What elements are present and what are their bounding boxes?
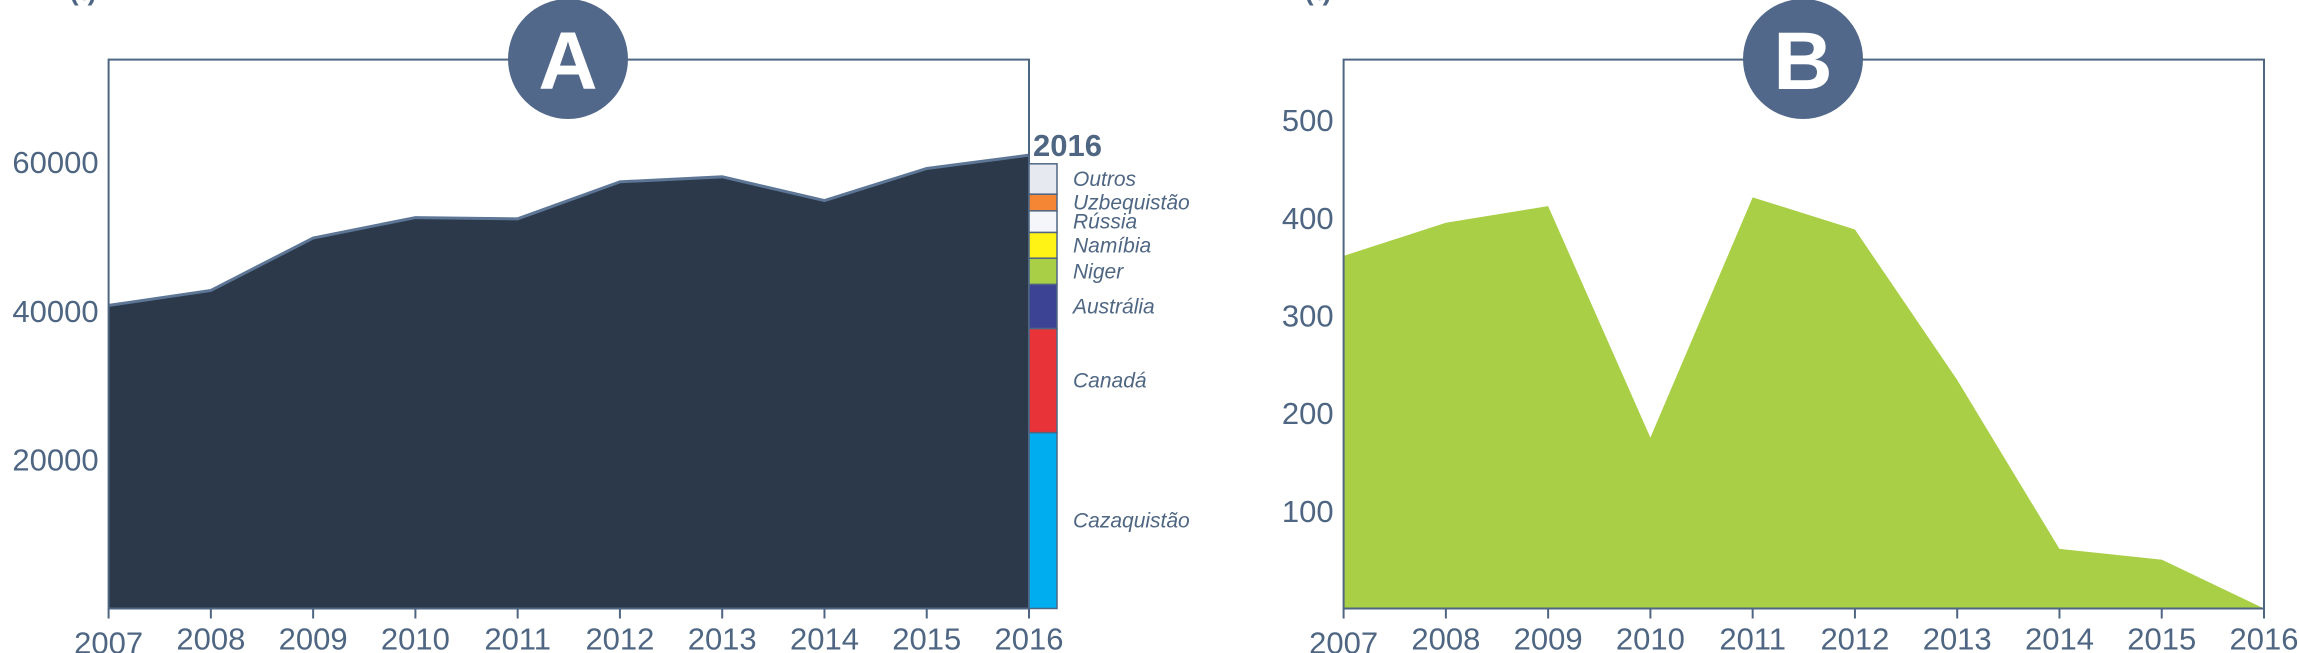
panel-b: 100 200 300 400 500 (t) 2007 2008 2009 2010 2011 20… [1282, 0, 2299, 653]
x-tick-label: 2012 [585, 622, 654, 653]
x-tick-label: 2009 [279, 622, 348, 653]
x-tick-label: 2010 [1616, 622, 1685, 653]
legend-segment-6 [1028, 193, 1058, 212]
x-tick-label: 2015 [892, 622, 961, 653]
legend-label: Uzbequistão [1073, 191, 1190, 214]
legend-segment-5 [1028, 210, 1058, 234]
x-tick-label: 2016 [995, 622, 1064, 653]
y-tick-label: 200 [1282, 396, 1334, 431]
legend-segment-7 [1028, 163, 1058, 195]
y-tick-label: 300 [1282, 298, 1334, 333]
x-tick-label: 2008 [176, 622, 245, 653]
x-tick-label: 2013 [1923, 622, 1992, 653]
y-tick-label: 500 [1282, 103, 1334, 138]
panel-badge [1743, 0, 1863, 119]
legend-label: Outros [1073, 168, 1137, 191]
x-tick-label: 2016 [2230, 622, 2299, 653]
legend-label: Austrália [1071, 295, 1155, 318]
legend-segment-1 [1028, 327, 1058, 434]
x-tick-label: 2011 [1719, 622, 1786, 653]
legend-segment-3 [1028, 257, 1058, 286]
legend-stacked-bar: 2016 Cazaquistão Canadá Austrália Niger Namíb… [1028, 128, 1190, 610]
x-tick-label: 2013 [688, 622, 757, 653]
legend-label: Namíbia [1073, 234, 1151, 257]
x-tick-label: 2014 [2025, 622, 2094, 653]
panel-badge-label: A [538, 16, 597, 107]
area-series [108, 155, 1030, 609]
y-tick-label: 20000 [12, 443, 98, 478]
area-series [1343, 197, 2264, 609]
legend-segment-0 [1028, 431, 1058, 610]
x-tick-label: 2015 [2127, 622, 2196, 653]
x-tick-label: 2010 [381, 622, 450, 653]
x-tick-label: 2007 [74, 626, 143, 653]
legend-label: Rússia [1073, 211, 1137, 234]
y-tick-label: 60000 [12, 145, 98, 180]
legend-label: Cazaquistão [1073, 510, 1190, 533]
legend-segment-4 [1028, 231, 1058, 259]
legend-label: Canadá [1073, 370, 1147, 393]
legend-label: Niger [1073, 260, 1124, 283]
x-tick-label: 2014 [790, 622, 859, 653]
y-tick-label: 40000 [12, 294, 98, 329]
y-axis-unit: (t) [70, 0, 97, 6]
x-tick-label: 2007 [1309, 626, 1378, 653]
legend-segment-2 [1028, 283, 1058, 330]
y-tick-label: 100 [1282, 494, 1334, 529]
panel-badge-label: B [1773, 16, 1832, 107]
x-tick-label: 2012 [1820, 622, 1889, 653]
area-outline [108, 153, 1030, 307]
y-axis-unit: (t) [1305, 0, 1332, 6]
x-tick-label: 2011 [484, 622, 551, 653]
y-tick-label: 400 [1282, 201, 1334, 236]
panel-badge [508, 0, 628, 119]
legend-title: 2016 [1033, 128, 1102, 163]
x-tick-label: 2008 [1411, 622, 1480, 653]
panel-a: 20000 40000 60000 (t) 2007 2008 2009 2010 2011 20… [12, 0, 1190, 653]
x-tick-label: 2009 [1514, 622, 1583, 653]
